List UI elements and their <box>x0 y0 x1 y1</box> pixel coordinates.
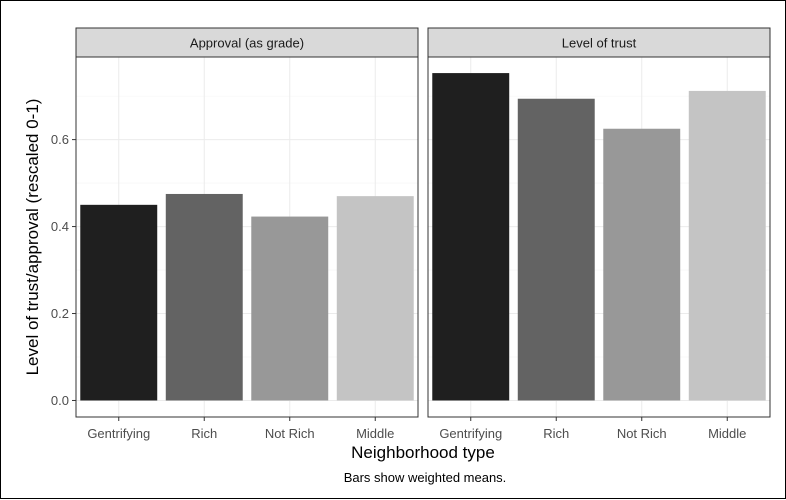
x-tick-label: Gentrifying <box>439 426 502 441</box>
bar-middle <box>336 196 414 401</box>
bar-middle <box>688 90 766 401</box>
facet-strip <box>75 27 419 58</box>
x-tick-label: Middle <box>356 426 394 441</box>
bar-gentrifying <box>80 204 158 401</box>
chart-caption: Bars show weighted means. <box>344 470 507 485</box>
bar-not-rich <box>603 128 681 401</box>
panel-border <box>427 56 771 418</box>
x-tick-label: Not Rich <box>265 426 315 441</box>
facet-strip-label: Level of trust <box>562 36 637 51</box>
facet-strip-label: Approval (as grade) <box>190 36 304 51</box>
x-tick-label: Rich <box>191 426 217 441</box>
bar-not-rich <box>251 216 329 401</box>
x-tick-label: Middle <box>708 426 746 441</box>
x-tick-label: Gentrifying <box>87 426 150 441</box>
y-tick-label: 0.0 <box>51 393 69 408</box>
x-tick-label: Not Rich <box>617 426 667 441</box>
y-axis-title: Level of trust/approval (rescaled 0-1) <box>23 99 42 376</box>
bar-rich <box>517 98 595 401</box>
x-axis-title: Neighborhood type <box>351 443 495 462</box>
panel-border <box>75 56 419 418</box>
x-tick-label: Rich <box>543 426 569 441</box>
y-tick-label: 0.4 <box>51 219 69 234</box>
y-tick-label: 0.6 <box>51 132 69 147</box>
bar-rich <box>165 193 243 401</box>
bar-gentrifying <box>432 73 510 401</box>
y-tick-label: 0.2 <box>51 306 69 321</box>
